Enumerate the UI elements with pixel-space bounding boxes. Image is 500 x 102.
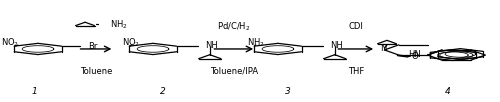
Text: HN: HN — [408, 50, 421, 59]
Text: O: O — [412, 52, 418, 61]
Text: NH$_2$: NH$_2$ — [246, 37, 264, 49]
Text: 4: 4 — [445, 87, 451, 96]
Text: NH: NH — [206, 41, 218, 50]
Text: NO$_2$: NO$_2$ — [122, 37, 140, 49]
Text: N: N — [380, 44, 386, 53]
Text: 1: 1 — [31, 87, 37, 96]
Text: Br: Br — [88, 42, 97, 51]
Text: NH: NH — [330, 41, 343, 50]
Text: NO$_2$: NO$_2$ — [2, 37, 20, 49]
Text: THF: THF — [348, 67, 364, 76]
Text: Toluene/IPA: Toluene/IPA — [210, 67, 258, 76]
Text: Pd/C/H$_2$: Pd/C/H$_2$ — [217, 20, 250, 33]
Text: Toluene: Toluene — [80, 67, 112, 76]
Text: NH$_2$: NH$_2$ — [110, 18, 128, 30]
Text: CDI: CDI — [348, 22, 363, 31]
Text: 3: 3 — [285, 87, 290, 96]
Text: 2: 2 — [160, 87, 166, 96]
